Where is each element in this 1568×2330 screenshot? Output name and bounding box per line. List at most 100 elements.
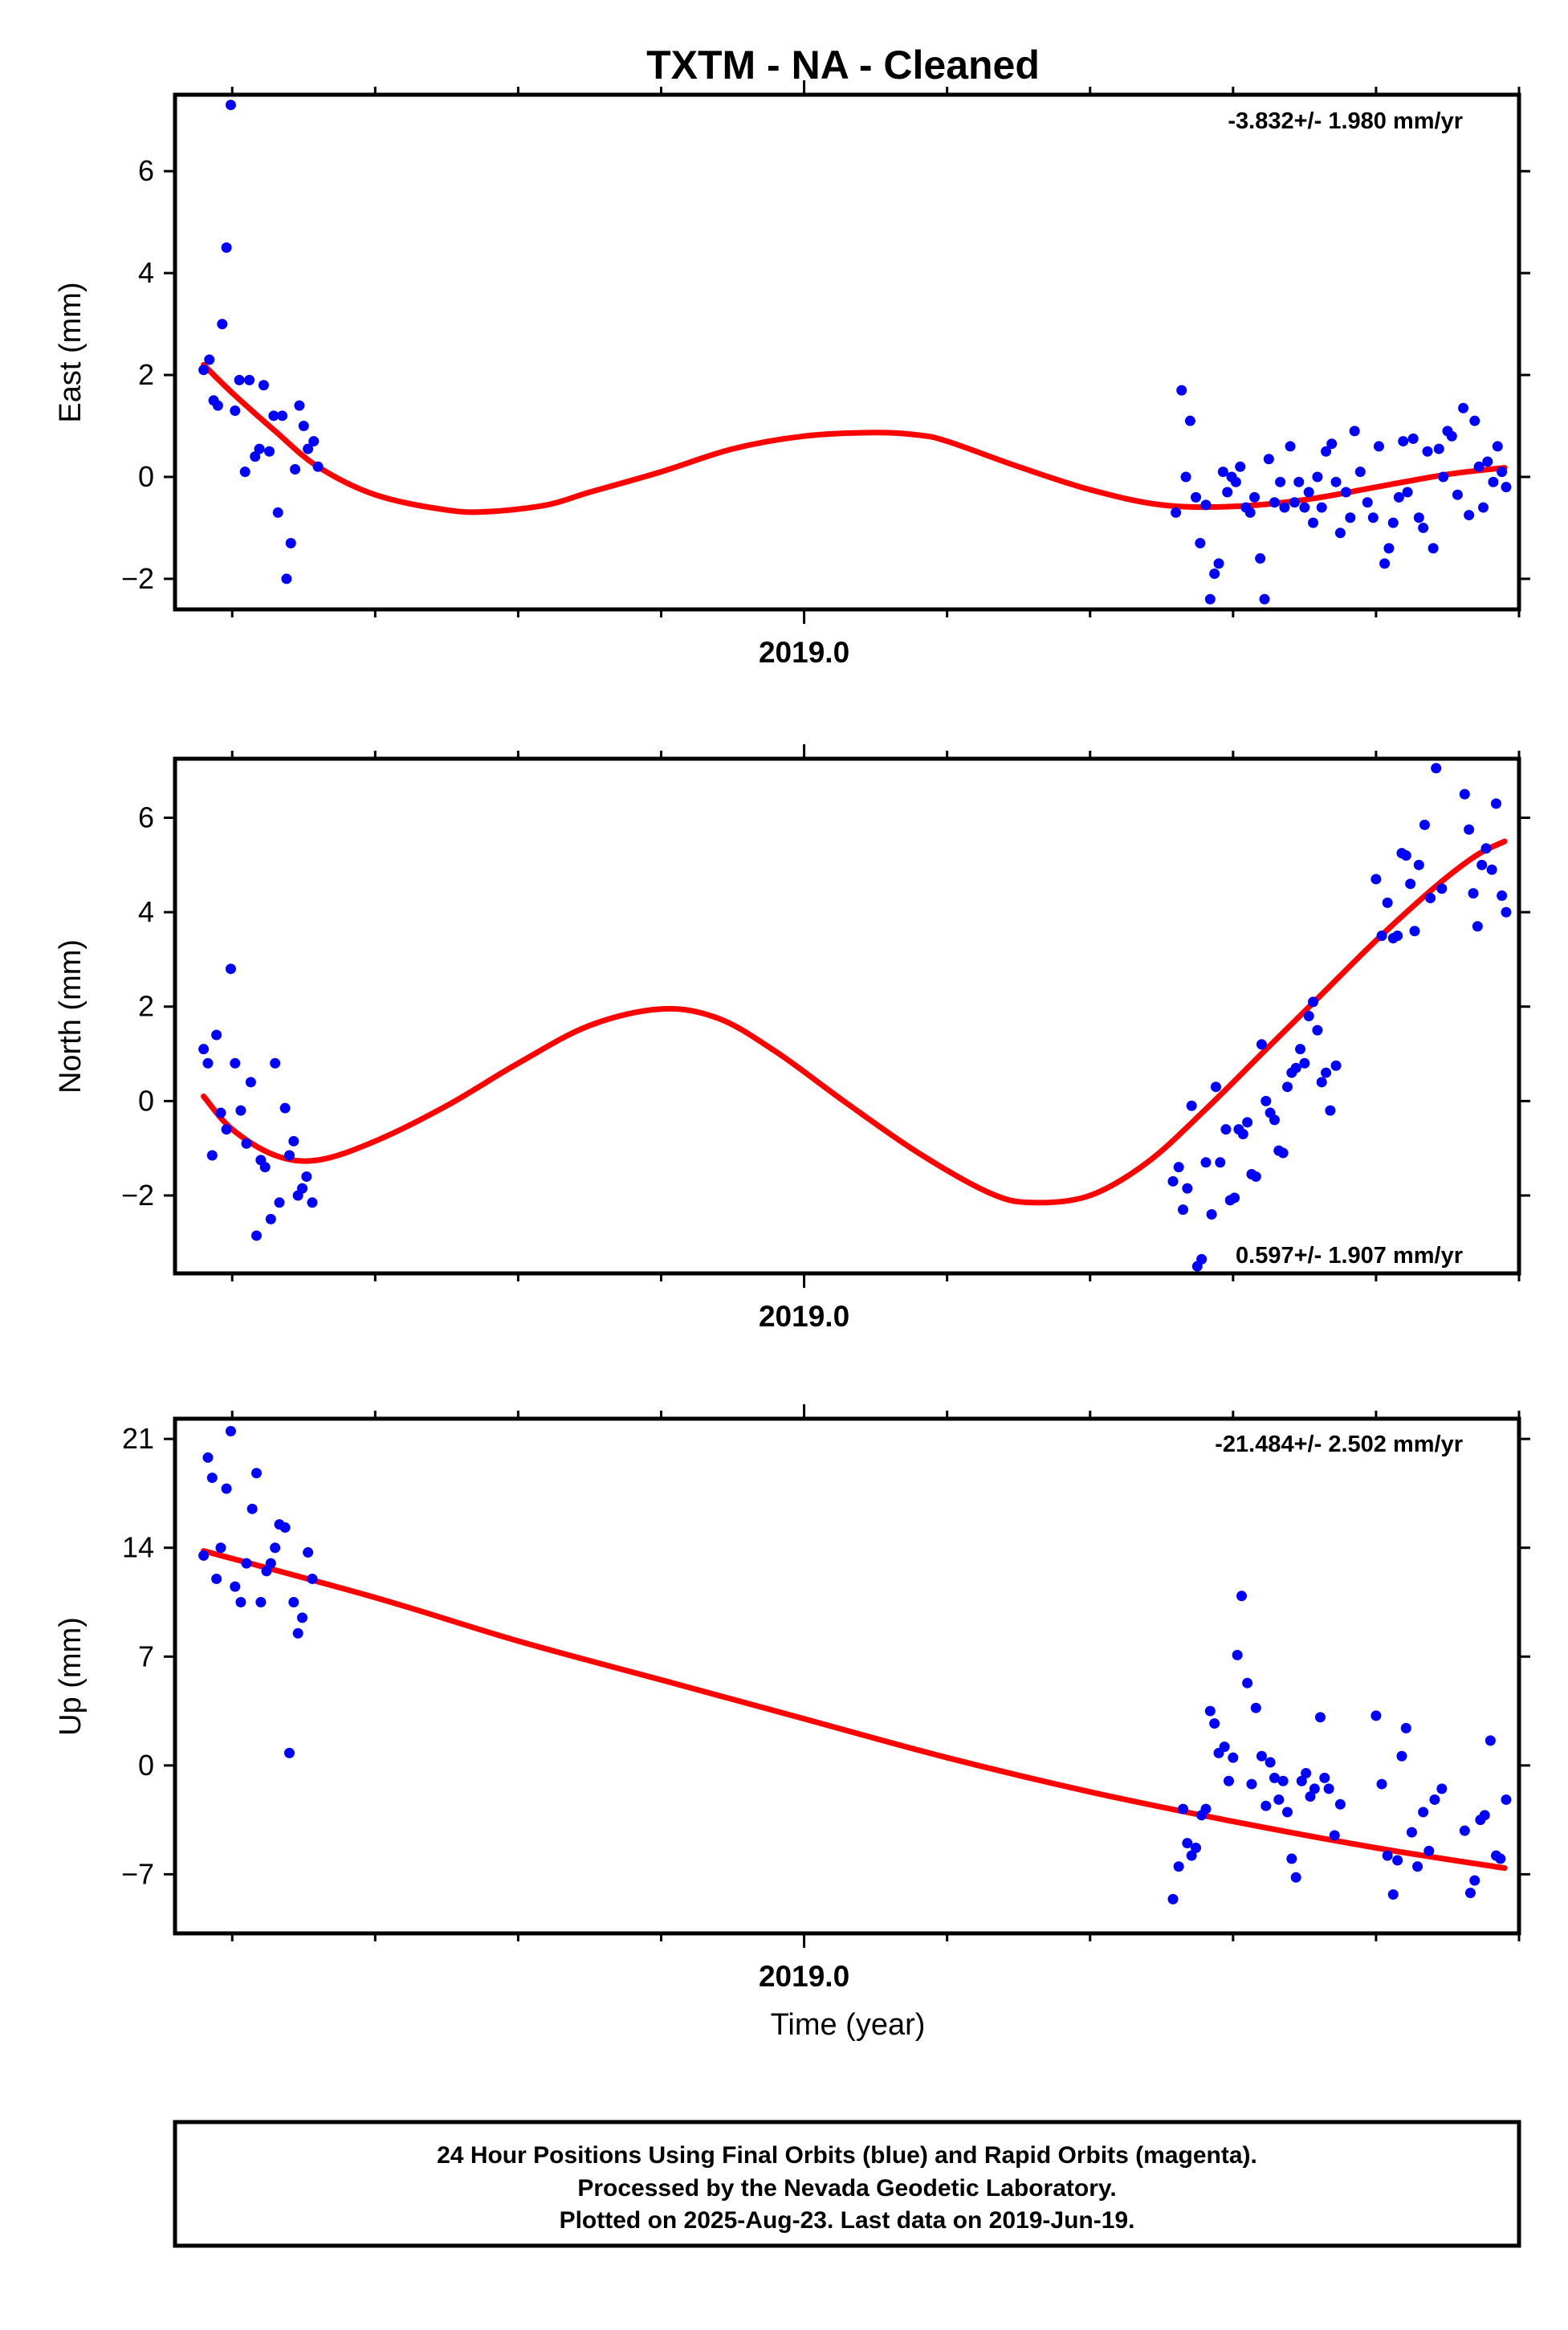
data-point <box>1301 1768 1312 1779</box>
footer-line-3: Plotted on 2025-Aug-23. Last data on 201… <box>560 2207 1135 2234</box>
data-point <box>1308 996 1319 1008</box>
data-point <box>1436 883 1448 894</box>
data-point <box>1186 1100 1197 1111</box>
data-point <box>198 365 210 376</box>
data-point <box>1329 1830 1340 1841</box>
data-point <box>255 1597 267 1608</box>
data-point <box>1476 859 1488 870</box>
data-point <box>1392 1855 1403 1866</box>
fit-line <box>201 1548 1508 1872</box>
data-point <box>215 1107 226 1118</box>
data-point <box>312 461 324 472</box>
footer-line-2: Processed by the Nevada Geodetic Laborat… <box>577 2175 1116 2202</box>
north-panel: −2 0 2 4 6 2019.0 North (mm) 0.597+/- 1.907 … <box>54 744 1530 1333</box>
data-point <box>1469 1875 1480 1886</box>
data-point <box>1290 1062 1301 1073</box>
data-point <box>288 1135 299 1147</box>
data-point <box>1269 1114 1280 1126</box>
east-y-tick-labels: −2 0 2 4 6 <box>121 154 154 595</box>
data-point <box>1370 1710 1382 1721</box>
data-point <box>1316 1077 1327 1088</box>
data-point <box>1244 507 1256 518</box>
data-point <box>270 1542 281 1554</box>
data-point <box>1400 1722 1411 1733</box>
data-point <box>1341 487 1352 498</box>
up-y-tick-labels: −7 0 7 14 21 <box>121 1422 154 1890</box>
data-point <box>206 1150 218 1161</box>
data-point <box>1259 593 1270 605</box>
data-point <box>1220 1124 1232 1135</box>
data-point <box>1173 1162 1184 1173</box>
data-point <box>1286 1853 1297 1864</box>
data-point <box>1497 890 1508 902</box>
data-point <box>1282 1807 1293 1818</box>
figure-title: TXTM - NA - Cleaned <box>646 43 1040 88</box>
data-point <box>1228 1752 1239 1763</box>
data-point <box>1250 1702 1261 1713</box>
data-point <box>1182 1183 1193 1194</box>
data-point <box>1195 537 1206 548</box>
data-point <box>272 507 283 518</box>
y-tick-label: −7 <box>121 1857 154 1890</box>
data-point <box>285 537 296 548</box>
y-tick-label: −2 <box>121 562 154 595</box>
north-plot-frame <box>173 756 1521 1276</box>
data-point <box>1237 1129 1248 1140</box>
data-point <box>241 1138 252 1149</box>
data-point <box>1256 1039 1267 1050</box>
data-point <box>1370 874 1382 885</box>
data-point <box>1362 497 1373 508</box>
data-point <box>1458 402 1469 413</box>
data-point <box>1222 487 1233 498</box>
data-point <box>1452 489 1463 500</box>
data-point <box>1285 441 1296 452</box>
data-point <box>296 1612 307 1623</box>
data-point <box>1429 1794 1440 1805</box>
data-point <box>265 1213 276 1224</box>
data-point <box>1323 1783 1334 1794</box>
data-point <box>1486 864 1497 875</box>
data-point <box>245 1077 256 1088</box>
data-point <box>1379 558 1391 569</box>
data-point <box>279 1102 291 1114</box>
data-point <box>264 446 275 457</box>
data-point <box>1196 1253 1208 1265</box>
data-point <box>1330 476 1342 487</box>
data-point <box>1446 430 1457 442</box>
data-point <box>1261 1095 1272 1106</box>
data-point <box>239 466 250 478</box>
data-point <box>1330 1060 1342 1071</box>
data-point <box>1464 824 1475 835</box>
data-point <box>1293 476 1305 487</box>
data-point <box>1191 491 1202 503</box>
data-point <box>1334 1798 1346 1810</box>
data-point <box>1376 931 1387 942</box>
data-point <box>1200 1157 1212 1168</box>
data-point <box>1265 1757 1276 1768</box>
data-point <box>211 1573 222 1584</box>
data-point <box>1418 1807 1429 1818</box>
data-point <box>1479 1810 1490 1821</box>
data-point <box>221 1124 232 1135</box>
data-point <box>1235 461 1246 472</box>
y-tick-label: 6 <box>138 154 154 187</box>
data-point <box>1296 1775 1307 1786</box>
data-point <box>1468 888 1479 899</box>
y-tick-label: 2 <box>138 358 154 391</box>
data-point <box>1167 1175 1179 1187</box>
data-point <box>1290 1872 1301 1883</box>
data-point <box>1402 487 1413 498</box>
data-point <box>308 436 320 447</box>
data-point <box>1314 1712 1326 1723</box>
data-point <box>1312 1024 1323 1036</box>
data-point <box>1269 497 1280 508</box>
data-point <box>1418 522 1429 533</box>
data-point <box>198 1044 210 1055</box>
data-point <box>250 451 261 462</box>
data-point <box>1204 593 1216 605</box>
data-point <box>1277 1147 1289 1159</box>
data-point <box>1180 471 1191 483</box>
up-rate-label: -21.484+/- 2.502 mm/yr <box>1215 1432 1463 1457</box>
data-point <box>294 400 305 411</box>
